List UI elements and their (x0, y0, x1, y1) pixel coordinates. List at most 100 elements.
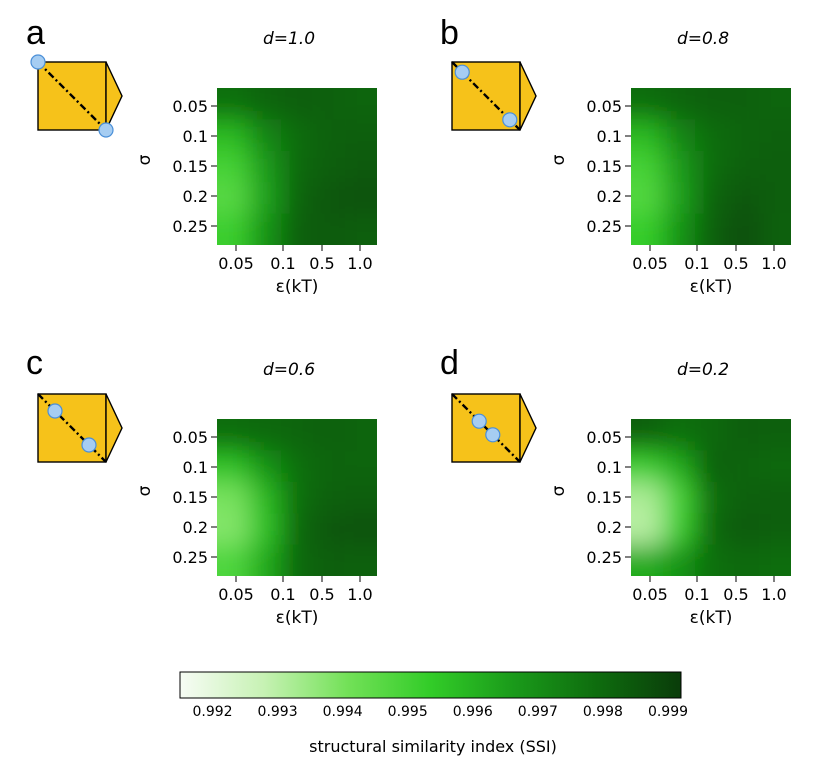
schematic-tab (105, 393, 123, 463)
heatmap-cell (217, 182, 250, 215)
heatmap-cell (759, 150, 791, 183)
x-tick-label: 0.05 (218, 585, 254, 604)
heatmap-cell (249, 213, 282, 245)
heatmap-cell (663, 150, 696, 183)
heatmap-cell (217, 419, 250, 451)
x-tick-label: 0.1 (270, 585, 295, 604)
y-axis-label: σ (549, 485, 569, 496)
y-tick-label: 0.05 (586, 97, 622, 116)
heatmap-cell (663, 419, 696, 451)
heatmap-cell (727, 150, 760, 183)
panel-title: d=0.6 (263, 360, 315, 380)
panel-letter-c: c (26, 344, 43, 382)
colorbar-tick-label: 0.994 (323, 704, 363, 720)
panel-letter-b: b (440, 14, 459, 52)
y-tick-label: 0.1 (597, 458, 622, 477)
heatmap-cell (249, 419, 282, 451)
heatmap-cell (759, 481, 791, 514)
panel-title: d=1.0 (263, 29, 315, 49)
heatmap-cell (281, 450, 314, 483)
x-axis-label: ε(kT) (690, 608, 733, 628)
heatmap-cell (663, 481, 696, 514)
x-tick-label: 0.05 (632, 254, 668, 273)
heatmap-cell (631, 544, 664, 576)
schematic-diagonal (37, 61, 107, 131)
heatmap-cell (727, 182, 760, 215)
y-tick-label: 0.1 (183, 127, 208, 146)
heatmap-cell (631, 513, 664, 546)
heatmap-cell (313, 119, 346, 152)
schematic-diagonal (37, 393, 107, 463)
heatmap-cell (345, 450, 377, 483)
y-tick-label: 0.25 (586, 548, 622, 567)
heatmap-cell (663, 119, 696, 152)
schematic-bead (81, 437, 97, 453)
heatmap-cell (695, 450, 728, 483)
heatmap-panel-b: d=0.8 0.05 0.1 0.15 0.2 0.25 0.05 0.1 0.5 1.0 ε(kT… (549, 29, 791, 297)
heatmap-cell (217, 450, 250, 483)
heatmap-image (217, 88, 377, 245)
heatmap-cell (345, 544, 377, 576)
heatmap-cell (663, 182, 696, 215)
heatmap-cell (727, 119, 760, 152)
heatmap-cell (727, 481, 760, 514)
x-axis-label: ε(kT) (690, 277, 733, 297)
heatmap-cell (695, 119, 728, 152)
heatmap-cell (249, 150, 282, 183)
heatmap-cell (759, 544, 791, 576)
schematic-bead (98, 122, 114, 138)
heatmap-cell (281, 182, 314, 215)
heatmap-cell (313, 182, 346, 215)
heatmap-cell (631, 481, 664, 514)
heatmap-cell (345, 481, 377, 514)
y-axis-label: σ (135, 154, 155, 165)
heatmap-cell (249, 182, 282, 215)
colorbar-tick-label: 0.995 (388, 704, 428, 720)
x-tick-label: 0.5 (723, 585, 748, 604)
x-tick-label: 0.05 (218, 254, 254, 273)
heatmap-cell (217, 481, 250, 514)
heatmap-cell (631, 450, 664, 483)
heatmap-cell (281, 213, 314, 245)
heatmap-cell (313, 481, 346, 514)
heatmap-cell (631, 88, 664, 120)
x-tick-label: 0.5 (309, 585, 334, 604)
heatmap-cell (663, 213, 696, 245)
heatmap-cell (695, 182, 728, 215)
heatmap-cell (631, 119, 664, 152)
y-tick-label: 0.15 (172, 157, 208, 176)
heatmap-cell (281, 544, 314, 576)
x-tick-label: 0.05 (632, 585, 668, 604)
schematic-bead (485, 427, 501, 443)
panel-title: d=0.2 (677, 360, 729, 380)
heatmap-cell (631, 182, 664, 215)
schematic-bead (454, 64, 470, 80)
colorbar-tick-label: 0.996 (453, 704, 493, 720)
heatmap-cell (345, 182, 377, 215)
heatmap-cell (249, 481, 282, 514)
schematic-bead (502, 112, 518, 128)
heatmap-cell (281, 150, 314, 183)
heatmap-cell (313, 88, 346, 120)
x-tick-label: 1.0 (347, 585, 372, 604)
heatmap-cell (663, 544, 696, 576)
heatmap-cell (217, 513, 250, 546)
heatmap-cell (345, 150, 377, 183)
heatmap-cell (249, 450, 282, 483)
heatmap-cell (313, 419, 346, 451)
heatmap-cell (695, 544, 728, 576)
heatmap-cell (217, 88, 250, 120)
heatmap-panel-c: d=0.6 0.05 0.1 0.15 0.2 0.25 0.05 0.1 0.5 1.0 ε(kT… (135, 360, 377, 628)
heatmap-cell (217, 213, 250, 245)
heatmap-cell (631, 213, 664, 245)
heatmap-cell (313, 213, 346, 245)
heatmap-cell (695, 513, 728, 546)
heatmap-cell (631, 150, 664, 183)
heatmap-cell (695, 213, 728, 245)
heatmap-cell (759, 182, 791, 215)
heatmap-cell (759, 450, 791, 483)
heatmap-panel-a: d=1.0 0.05 0.1 0.15 0.2 0.25 0.05 0.1 0.5 1.0 ε(kT… (135, 29, 377, 297)
heatmap-cell (759, 119, 791, 152)
schematic-bead (30, 54, 46, 70)
